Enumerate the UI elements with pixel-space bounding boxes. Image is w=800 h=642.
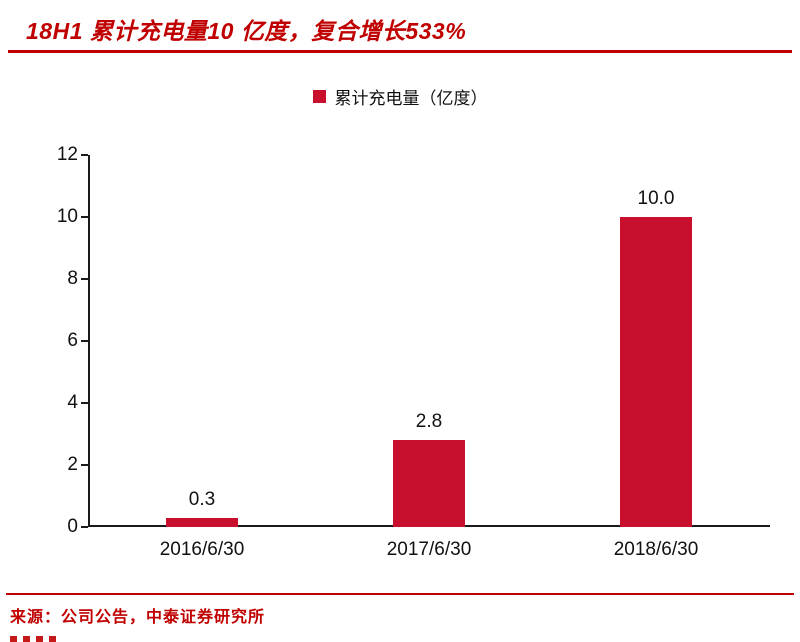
y-axis-tick-mark bbox=[81, 402, 88, 404]
y-axis-tick-mark bbox=[81, 154, 88, 156]
title-underline bbox=[8, 50, 792, 53]
source-divider bbox=[6, 593, 794, 595]
y-axis-tick-mark bbox=[81, 278, 88, 280]
y-axis-tick-mark bbox=[81, 216, 88, 218]
bar-value-label: 2.8 bbox=[415, 411, 443, 432]
y-axis-tick-label: 4 bbox=[67, 392, 78, 413]
y-axis-tick-mark bbox=[81, 526, 88, 528]
source-text: 来源：公司公告，中泰证券研究所 bbox=[10, 609, 266, 626]
y-axis-tick-label: 10 bbox=[56, 206, 78, 227]
y-axis-tick-label: 6 bbox=[67, 330, 78, 351]
y-axis-tick-label: 0 bbox=[67, 516, 78, 537]
bar-2017/6/30 bbox=[393, 440, 465, 527]
y-axis-tick-label: 2 bbox=[67, 454, 78, 475]
y-axis-tick-label: 12 bbox=[56, 144, 78, 165]
chart-legend: 累计充电量（亿度） bbox=[0, 84, 800, 109]
x-axis-tick-label: 2018/6/30 bbox=[613, 539, 699, 560]
bar-value-label: 0.3 bbox=[188, 489, 216, 510]
bar-2016/6/30 bbox=[166, 518, 238, 527]
x-axis-tick-label: 2016/6/30 bbox=[159, 539, 245, 560]
bar-value-label: 10.0 bbox=[637, 188, 675, 209]
y-axis-tick-mark bbox=[81, 464, 88, 466]
page-title: 18H1 累计充电量10 亿度，复合增长533% bbox=[26, 18, 467, 44]
y-axis-tick-mark bbox=[81, 340, 88, 342]
x-axis-tick-label: 2017/6/30 bbox=[386, 539, 472, 560]
legend-label: 累计充电量（亿度） bbox=[334, 89, 488, 108]
legend-swatch-icon bbox=[312, 90, 326, 103]
y-axis-tick-label: 8 bbox=[67, 268, 78, 289]
bar-2018/6/30 bbox=[620, 217, 692, 527]
clipped-footer-fragment bbox=[10, 636, 56, 642]
